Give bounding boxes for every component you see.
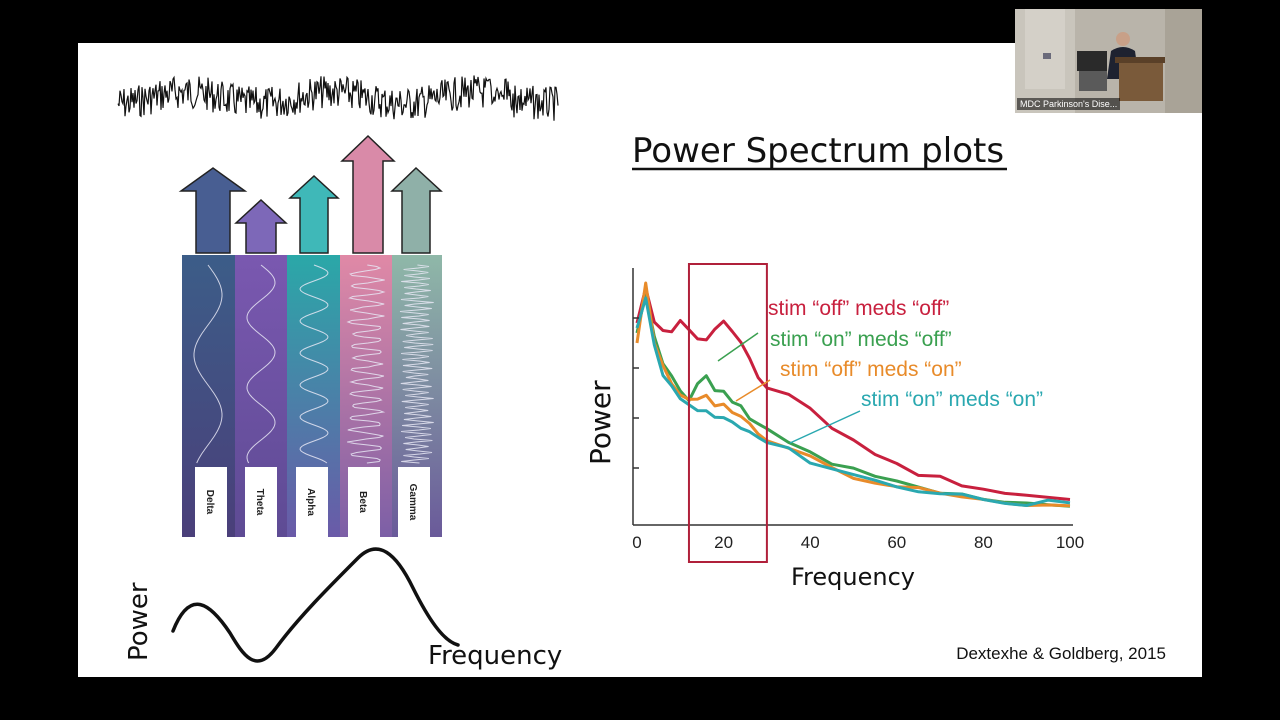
beta-wave [346,264,386,464]
chart-series-lines [635,281,1071,508]
speaker-video-frame [1015,9,1202,113]
beta-label: Beta [357,491,368,513]
chart-x-ticks: 0 20 40 60 80 100 [632,533,1084,552]
band-label-cards: Delta Theta Alpha Beta Gamma [195,467,430,537]
legend-pointer-stim-off-meds-on [735,379,771,402]
legend-pointer-stim-on-meds-on [789,410,861,444]
chart-y-ticks [633,317,639,469]
gamma-card [398,467,430,537]
gamma-wave [399,264,434,464]
x-tick-label-3: 60 [887,533,906,552]
chart-xlabel: Frequency [791,563,915,591]
x-tick-label-2: 40 [801,533,820,552]
sketch-curve [171,547,460,663]
eeg-raw-signal-trace [117,75,559,121]
series-line-3 [635,296,1071,507]
series-line-2 [635,281,1071,508]
slide-canvas: Delta Theta Alpha Beta Gamma Power Frequ… [117,75,1166,671]
theta-card [245,467,277,537]
power-sketch: Power Frequency [124,547,562,671]
theta-label: Theta [254,489,265,516]
gamma-label: Gamma [407,484,418,521]
gamma-arrow [390,166,443,254]
alpha-label: Alpha [305,488,316,516]
delta-wave [193,264,223,464]
beta-card [348,467,380,537]
theta-wave [246,264,276,464]
x-tick-label-1: 20 [714,533,733,552]
x-tick-label-4: 80 [974,533,993,552]
legend-pointer-stim-on-meds-off [717,332,759,362]
band-waveforms [193,264,434,464]
band-arrows [178,134,443,254]
slide-title: Power Spectrum plots [632,131,1004,171]
beta-band-highlight-box [687,263,768,563]
beta-arrow [340,134,396,254]
legend-stim-off-meds-on: stim “off” meds “on” [780,358,962,381]
x-tick-label-5: 100 [1056,533,1084,552]
video-caption: MDC Parkinson's Dise... [1017,98,1121,110]
delta-arrow [178,167,248,254]
alpha-card [296,467,328,537]
series-line-0 [635,286,1071,501]
presentation-slide: Delta Theta Alpha Beta Gamma Power Frequ… [78,43,1202,677]
legend-stim-off-meds-off: stim “off” meds “off” [768,297,949,320]
theta-arrow [234,198,288,254]
sketch-ylabel: Power [124,582,154,661]
sketch-xlabel: Frequency [428,641,562,671]
legend-stim-on-meds-off: stim “on” meds “off” [770,328,952,351]
chart-legend: stim “off” meds “off” stim “on” meds “of… [717,297,1043,444]
alpha-wave [299,264,329,464]
delta-card [195,467,227,537]
speaker-video-thumbnail[interactable]: MDC Parkinson's Dise... [1015,9,1202,113]
citation: Dextexhe & Goldberg, 2015 [956,644,1166,663]
alpha-arrow [288,174,340,254]
chart-ylabel: Power [584,380,617,465]
power-spectrum-chart: 0 20 40 60 80 100 Power Frequency stim “off” … [584,263,1084,591]
delta-label: Delta [204,490,215,515]
x-tick-label-0: 0 [632,533,641,552]
legend-stim-on-meds-on: stim “on” meds “on” [861,388,1043,411]
